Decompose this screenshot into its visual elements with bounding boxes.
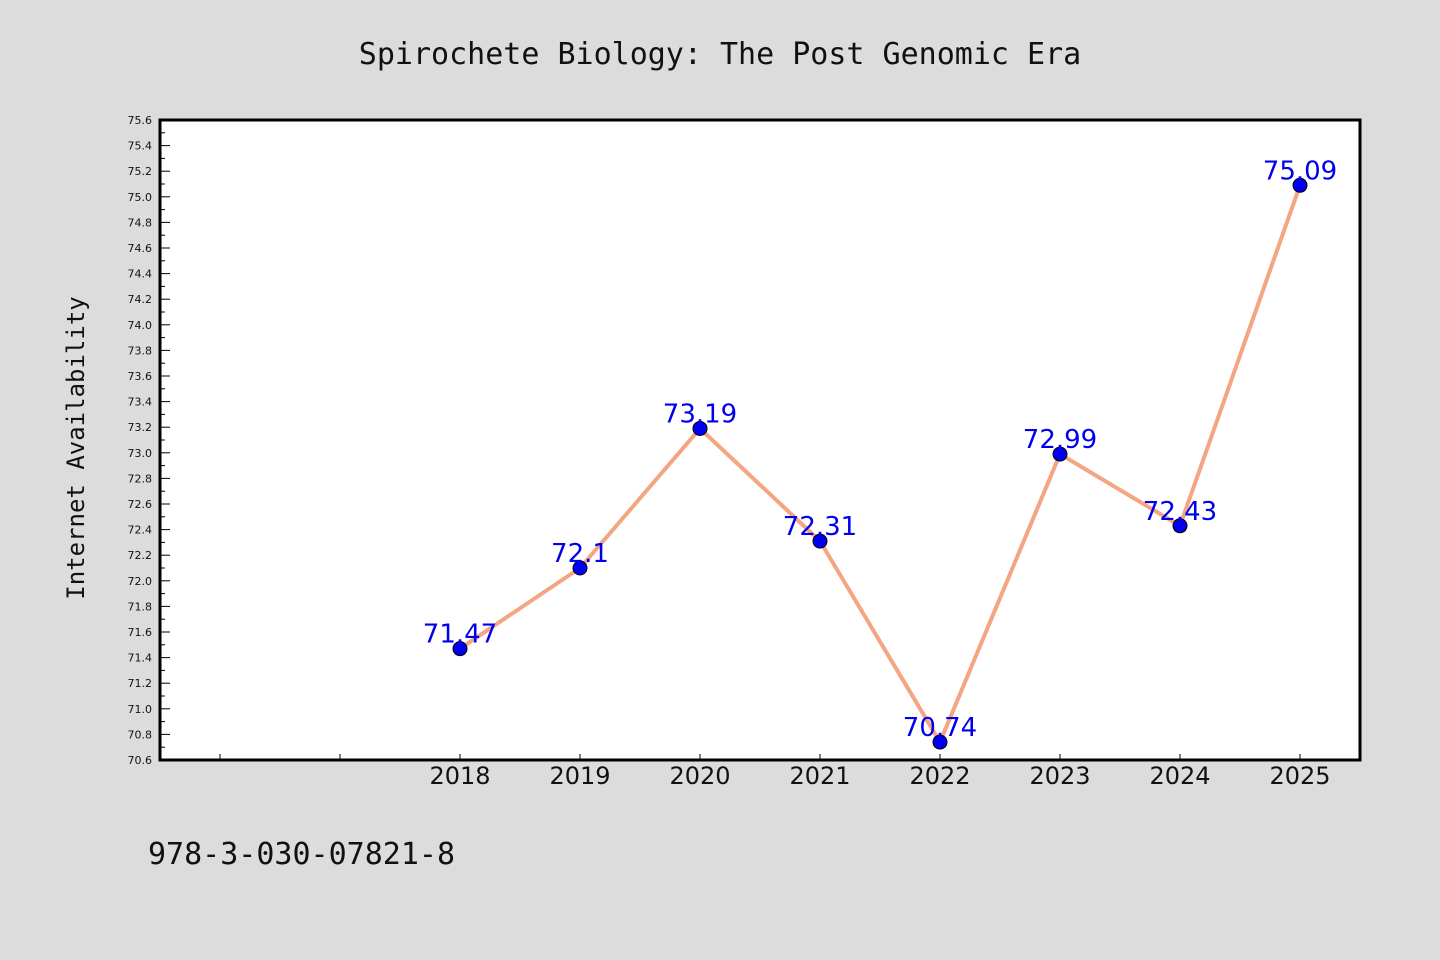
data-point	[932, 734, 948, 750]
data-point	[572, 560, 588, 576]
data-point	[1292, 177, 1308, 193]
y-tick-label: 75.2	[128, 165, 153, 178]
data-labels: 71.47 72.1 73.19 72.31 70.74 72.99 72.43 75.09	[423, 156, 1337, 743]
y-tick-label: 70.8	[128, 728, 153, 741]
data-label: 73.19	[663, 399, 737, 429]
y-tick-label: 73.8	[128, 344, 153, 357]
plot-area	[158, 118, 1362, 762]
y-tick-label: 72.2	[128, 549, 153, 562]
series-markers	[452, 177, 1308, 750]
y-tick-label: 73.2	[128, 421, 153, 434]
isbn-text: 978-3-030-07821-8	[148, 837, 455, 872]
x-tick-label: 2024	[1149, 762, 1210, 790]
y-tick-label: 74.8	[128, 216, 153, 229]
x-tick-label: 2025	[1269, 762, 1330, 790]
x-tick-label: 2023	[1029, 762, 1090, 790]
data-label: 72.1	[551, 539, 609, 569]
y-tick-label: 71.4	[128, 652, 153, 665]
y-tick-label: 73.4	[128, 396, 153, 409]
y-tick-label: 74.2	[128, 293, 153, 306]
y-tick-label: 72.0	[128, 575, 153, 588]
y-tick-label: 74.6	[128, 242, 153, 255]
y-tick-label: 72.4	[128, 524, 153, 537]
y-tick-label: 75.4	[128, 140, 153, 153]
y-tick-label: 73.0	[128, 447, 153, 460]
x-tick-label: 2019	[549, 762, 610, 790]
x-tick-label: 2018	[429, 762, 490, 790]
data-point	[812, 533, 828, 549]
y-axis: 70.6 70.8 71.0 71.2 71.4 71.6 71.8 72.0 72.2 72.4…	[128, 114, 170, 767]
data-label: 70.74	[903, 713, 977, 743]
data-point	[692, 420, 708, 436]
data-label: 72.31	[783, 512, 857, 542]
y-tick-label: 75.0	[128, 191, 153, 204]
data-point	[1172, 518, 1188, 534]
data-label: 75.09	[1263, 156, 1337, 186]
y-tick-label: 71.0	[128, 703, 153, 716]
y-tick-label: 72.6	[128, 498, 153, 511]
data-point	[1052, 446, 1068, 462]
y-tick-label: 72.8	[128, 472, 153, 485]
x-tick-label: 2022	[909, 762, 970, 790]
y-tick-label: 74.4	[128, 268, 153, 281]
y-tick-label: 71.6	[128, 626, 153, 639]
y-tick-label: 71.8	[128, 600, 153, 613]
x-axis: 2018 2019 2020 2021 2022 2023 2024 2025	[219, 754, 1331, 790]
y-tick-label: 74.0	[128, 319, 153, 332]
y-tick-label: 71.2	[128, 677, 153, 690]
x-tick-label: 2020	[669, 762, 730, 790]
data-label: 71.47	[423, 620, 497, 650]
data-point	[452, 641, 468, 657]
x-tick-label: 2021	[789, 762, 850, 790]
data-label: 72.43	[1143, 497, 1217, 527]
chart-title: Spirochete Biology: The Post Genomic Era	[359, 37, 1081, 72]
y-tick-label: 70.6	[128, 754, 153, 767]
series-line	[458, 184, 1302, 745]
y-axis-label: Internet Availability	[62, 296, 90, 599]
y-tick-label: 75.6	[128, 114, 153, 127]
y-tick-label: 73.6	[128, 370, 153, 383]
data-label: 72.99	[1023, 425, 1097, 455]
